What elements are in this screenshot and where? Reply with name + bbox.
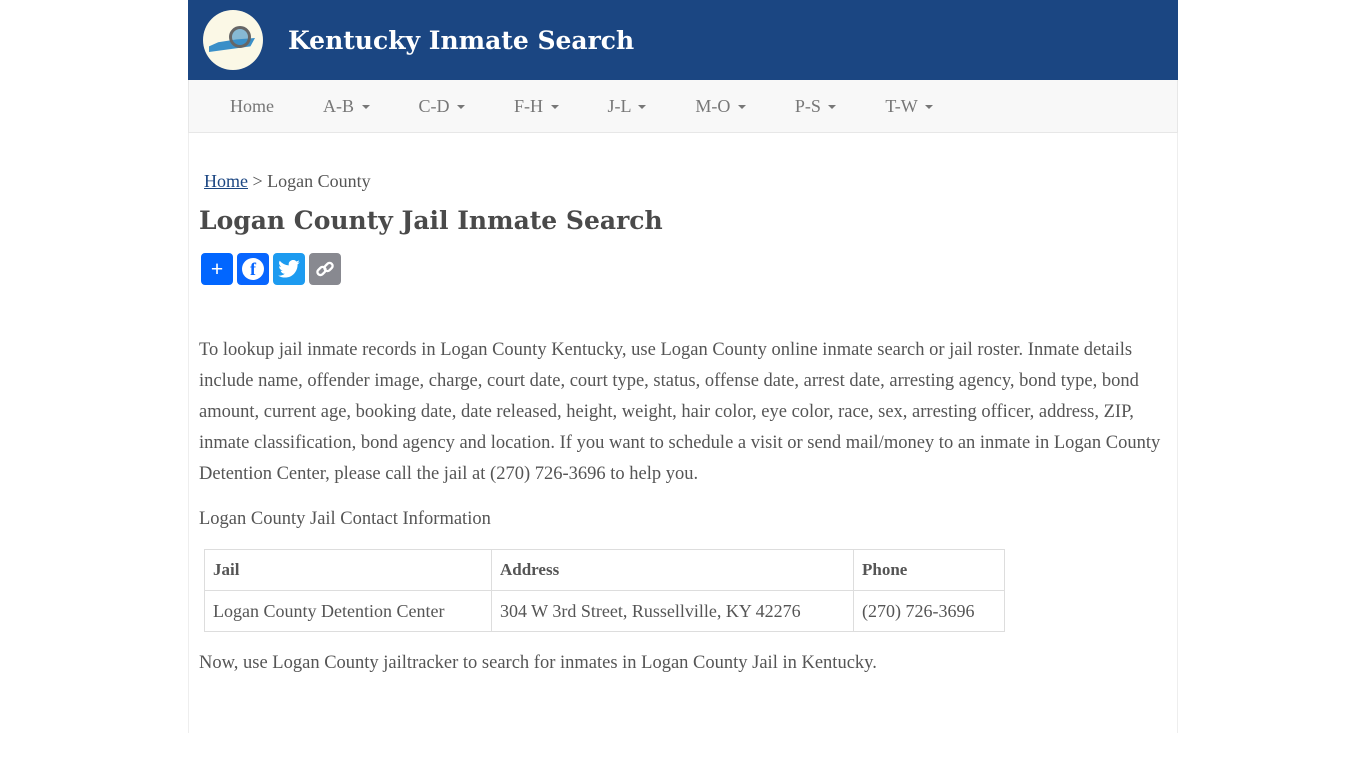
caret-down-icon (361, 105, 370, 110)
nav-c-d[interactable]: C-D (404, 96, 481, 117)
caret-down-icon (638, 105, 647, 110)
table-row: Logan County Detention Center 304 W 3rd … (204, 590, 1005, 632)
cell-jail: Logan County Detention Center (204, 590, 492, 632)
nav-j-l[interactable]: J-L (593, 96, 662, 117)
main-nav: Home A-B C-D F-H J-L M-O P-S T-W (188, 80, 1178, 133)
nav-label: M-O (695, 95, 731, 116)
breadcrumb: Home > Logan County (204, 171, 1167, 192)
nav-label: F-H (514, 95, 544, 116)
nav-p-s[interactable]: P-S (780, 96, 852, 117)
contact-table: Jail Address Phone Logan County Detentio… (204, 549, 1005, 632)
site-header: Kentucky Inmate Search (188, 0, 1178, 80)
header-phone: Phone (853, 549, 1005, 591)
share-buttons: + f (201, 253, 1167, 285)
breadcrumb-current: Logan County (267, 171, 371, 191)
caret-down-icon (550, 105, 559, 110)
nav-label: C-D (418, 95, 450, 116)
nav-a-b[interactable]: A-B (308, 96, 385, 117)
breadcrumb-home-link[interactable]: Home (204, 171, 248, 191)
breadcrumb-separator: > (252, 171, 263, 191)
share-plus-icon[interactable]: + (201, 253, 233, 285)
cell-phone: (270) 726-3696 (853, 590, 1005, 632)
main-content: Home > Logan County Logan County Jail In… (188, 133, 1178, 733)
cell-address: 304 W 3rd Street, Russellville, KY 42276 (491, 590, 854, 632)
nav-label: A-B (323, 95, 354, 116)
caret-down-icon (457, 105, 465, 110)
nav-home[interactable]: Home (230, 95, 274, 116)
contact-heading: Logan County Jail Contact Information (199, 509, 491, 529)
table-header-row: Jail Address Phone (204, 549, 1005, 591)
facebook-icon[interactable]: f (237, 253, 269, 285)
caret-down-icon (924, 105, 933, 110)
page-title: Logan County Jail Inmate Search (199, 206, 663, 235)
outro-paragraph: Now, use Logan County jailtracker to sea… (199, 653, 877, 673)
intro-paragraph: To lookup jail inmate records in Logan C… (199, 340, 1161, 484)
header-address: Address (491, 549, 854, 591)
copy-link-icon[interactable] (309, 253, 341, 285)
caret-down-icon (737, 105, 746, 110)
header-jail: Jail (204, 549, 492, 591)
site-title[interactable]: Kentucky Inmate Search (288, 25, 635, 55)
nav-label: P-S (794, 95, 821, 116)
nav-m-o[interactable]: M-O (680, 96, 761, 117)
nav-f-h[interactable]: F-H (499, 96, 574, 117)
kentucky-logo-icon[interactable] (203, 10, 263, 70)
caret-down-icon (828, 105, 837, 110)
nav-label: J-L (607, 95, 631, 116)
nav-label: T-W (885, 95, 918, 116)
nav-t-w[interactable]: T-W (870, 96, 948, 117)
twitter-icon[interactable] (273, 253, 305, 285)
